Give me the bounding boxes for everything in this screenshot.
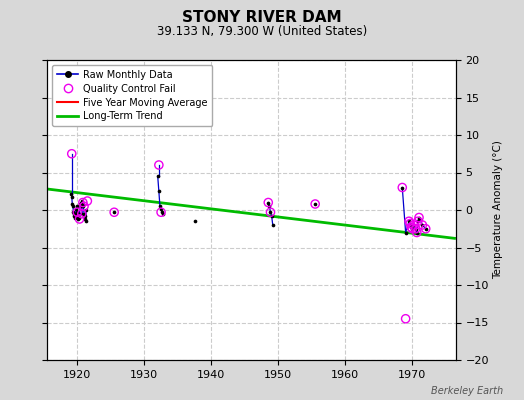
Point xyxy=(413,218,422,224)
Point xyxy=(406,220,414,227)
Point xyxy=(69,208,78,215)
Point xyxy=(405,218,413,224)
Point xyxy=(156,203,164,210)
Point xyxy=(75,210,84,217)
Point xyxy=(77,199,85,206)
Point xyxy=(159,210,168,217)
Point xyxy=(157,205,165,212)
Point xyxy=(266,209,275,216)
Point xyxy=(72,205,80,212)
Text: 39.133 N, 79.300 W (United States): 39.133 N, 79.300 W (United States) xyxy=(157,25,367,38)
Point xyxy=(68,193,76,200)
Point xyxy=(311,201,319,207)
Point xyxy=(406,220,414,227)
Point xyxy=(409,222,418,228)
Point xyxy=(267,213,276,219)
Point xyxy=(405,218,413,224)
Point xyxy=(265,203,274,210)
Y-axis label: Temperature Anomaly (°C): Temperature Anomaly (°C) xyxy=(493,140,503,280)
Point xyxy=(73,209,82,216)
Point xyxy=(82,207,91,213)
Point xyxy=(83,198,92,204)
Point xyxy=(110,209,118,216)
Point xyxy=(421,226,430,232)
Point xyxy=(421,226,430,232)
Point xyxy=(154,173,162,180)
Point xyxy=(71,210,80,217)
Text: Berkeley Earth: Berkeley Earth xyxy=(431,386,503,396)
Point xyxy=(79,201,87,207)
Point xyxy=(81,216,90,222)
Point xyxy=(80,213,89,219)
Point xyxy=(266,209,275,216)
Point xyxy=(408,226,417,232)
Point xyxy=(398,184,407,191)
Point xyxy=(76,201,84,207)
Point xyxy=(74,213,82,219)
Point xyxy=(411,226,420,232)
Point xyxy=(415,214,423,221)
Point xyxy=(70,213,79,219)
Point xyxy=(68,150,76,157)
Point xyxy=(411,226,420,232)
Point xyxy=(401,229,410,236)
Point xyxy=(67,190,75,197)
Point xyxy=(78,210,86,217)
Point xyxy=(409,222,418,228)
Point xyxy=(415,214,423,221)
Point xyxy=(157,209,165,216)
Point xyxy=(77,203,85,210)
Point xyxy=(75,214,83,221)
Point xyxy=(82,218,90,224)
Point xyxy=(68,201,77,207)
Point xyxy=(269,222,277,228)
Point xyxy=(73,209,82,216)
Point xyxy=(413,218,422,224)
Point xyxy=(110,209,118,216)
Point xyxy=(264,199,272,206)
Point xyxy=(79,199,87,206)
Point xyxy=(73,203,81,210)
Point xyxy=(155,162,163,168)
Point xyxy=(401,316,410,322)
Point xyxy=(69,203,77,210)
Point xyxy=(264,199,272,206)
Point xyxy=(190,218,199,224)
Point xyxy=(155,188,163,194)
Point xyxy=(412,229,421,236)
Point xyxy=(418,222,427,228)
Point xyxy=(412,229,421,236)
Point xyxy=(80,203,88,210)
Point xyxy=(398,184,407,191)
Point xyxy=(80,210,88,217)
Point xyxy=(78,210,86,217)
Point xyxy=(71,214,79,221)
Point xyxy=(78,198,86,204)
Point xyxy=(407,224,416,230)
Point xyxy=(79,203,88,210)
Legend: Raw Monthly Data, Quality Control Fail, Five Year Moving Average, Long-Term Tren: Raw Monthly Data, Quality Control Fail, … xyxy=(52,65,213,126)
Point xyxy=(418,222,427,228)
Point xyxy=(75,216,84,222)
Point xyxy=(407,224,416,230)
Point xyxy=(158,209,167,216)
Point xyxy=(408,226,417,232)
Point xyxy=(70,210,78,217)
Point xyxy=(311,201,319,207)
Text: STONY RIVER DAM: STONY RIVER DAM xyxy=(182,10,342,25)
Point xyxy=(74,216,83,222)
